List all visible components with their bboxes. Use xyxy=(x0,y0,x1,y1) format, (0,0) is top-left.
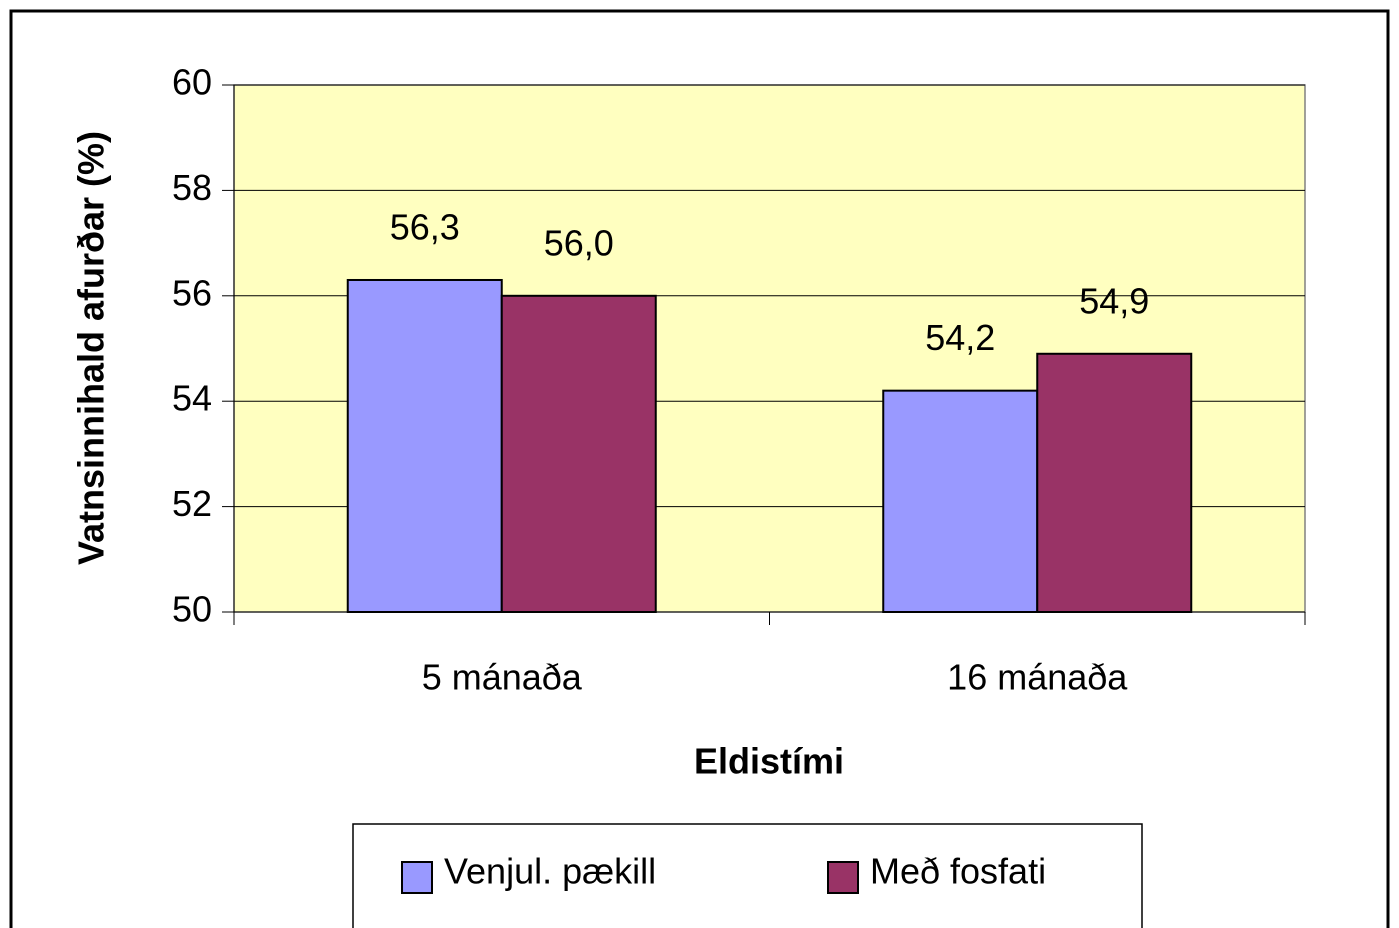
data-label: 54,9 xyxy=(1079,280,1149,321)
legend-swatch xyxy=(827,861,859,894)
legend-label: Venjul. pækill xyxy=(444,851,656,892)
x-tick-label: 16 mánaða xyxy=(947,657,1128,698)
y-tick-label: 56 xyxy=(172,272,212,313)
bar xyxy=(346,278,503,613)
legend-swatch xyxy=(401,861,433,894)
legend-box xyxy=(352,823,1143,928)
x-axis-title: Eldistími xyxy=(694,741,844,782)
y-axis-title: Vatnsinnihald afurðar (%) xyxy=(71,131,112,565)
data-label: 56,0 xyxy=(544,222,614,263)
bar xyxy=(1036,352,1193,613)
legend-label: Með fosfati xyxy=(870,851,1046,892)
bar xyxy=(500,294,657,613)
x-tick-label: 5 mánaða xyxy=(422,657,583,698)
data-label: 54,2 xyxy=(925,317,995,358)
data-label: 56,3 xyxy=(390,207,460,248)
bar xyxy=(882,389,1039,613)
y-tick-label: 60 xyxy=(172,62,212,103)
y-tick-label: 50 xyxy=(172,589,212,630)
y-tick-label: 58 xyxy=(172,167,212,208)
y-tick-label: 52 xyxy=(172,483,212,524)
y-tick-label: 54 xyxy=(172,378,212,419)
